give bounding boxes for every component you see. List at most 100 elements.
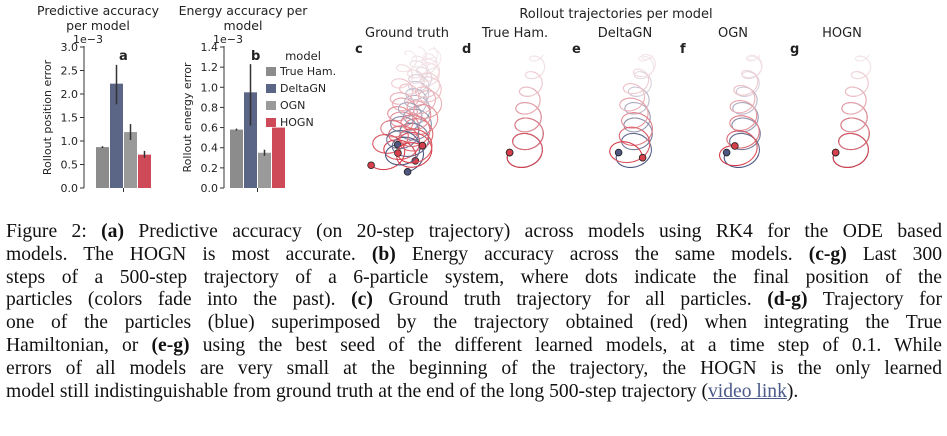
panel-letter-c: c <box>355 42 363 57</box>
chart-a-position-error: 0.00.51.01.52.02.53.01e−3Rollout positio… <box>41 33 151 195</box>
legend-entry-true-ham: True Ham. <box>266 65 336 78</box>
rollout-subtitle-hogn: HOGN <box>822 26 862 41</box>
rollout-subtitle-ogn: OGN <box>718 26 748 41</box>
y-tick-label: 0.8 <box>201 101 219 114</box>
y-offset-label: 1e−3 <box>73 33 103 46</box>
ground-truth-final-dot <box>404 168 411 175</box>
caption-text: steps of a 500-step trajectory of a 6-pa… <box>6 267 942 288</box>
legend-entry-hogn: HOGN <box>266 116 314 129</box>
ground-truth-final-dot <box>419 142 426 149</box>
caption-text: errors of all models are very small at t… <box>6 358 942 379</box>
trajectory-panel-ogn <box>720 55 763 167</box>
panel-b-title-line-2: model <box>224 18 263 33</box>
rollout-title: Rollout trajectories per model <box>519 7 712 22</box>
model-final-dot <box>731 143 738 150</box>
ground-truth-trajectory-segment <box>405 51 417 61</box>
trajectory-panel-ground-truth <box>368 47 442 175</box>
panel-letter-e: e <box>572 42 581 57</box>
caption-panel-ref: (a) <box>101 221 124 242</box>
ground-truth-trajectory-segment <box>419 91 442 109</box>
y-tick-label: 0.0 <box>201 182 219 195</box>
model-trajectory-segment <box>720 146 746 166</box>
model-trajectory-segment <box>619 127 643 145</box>
trajectory-panel-true-ham <box>506 55 544 167</box>
model-trajectory-segment <box>845 87 858 96</box>
bar-ogn <box>124 132 137 188</box>
caption-text: model still indistinguishable from groun… <box>6 381 708 402</box>
bar-hogn <box>272 128 285 188</box>
y-tick-label: 1.5 <box>61 112 79 125</box>
y-tick-label: 0.2 <box>201 162 219 175</box>
rollout-subtitle-deltagn: DeltaGN <box>598 26 652 41</box>
reference-trajectory-segment <box>733 109 758 132</box>
model-trajectory-segment <box>730 116 759 140</box>
model-trajectory-segment <box>521 89 540 114</box>
caption-line: model still indistinguishable from groun… <box>6 381 942 404</box>
model-trajectory-segment <box>516 109 541 132</box>
legend-swatch-deltagn <box>266 84 276 93</box>
caption-line: models. The HOGN is most accurate. (b) E… <box>6 244 942 267</box>
y-tick-label: 1.0 <box>61 135 79 148</box>
y-tick-label: 2.0 <box>61 88 79 101</box>
caption-panel-ref: (b) <box>372 244 396 265</box>
legend-label-hogn: HOGN <box>280 116 314 129</box>
caption-text: Predictive accuracy (on 20-step trajecto… <box>124 221 942 242</box>
rollout-subtitle-ground-truth: Ground truth <box>365 26 449 41</box>
caption-panel-ref: (e-g) <box>152 335 190 356</box>
model-trajectory-segment <box>516 103 538 114</box>
reference-final-dot <box>723 149 730 156</box>
figure-caption: Figure 2: (a) Predictive accuracy (on 20… <box>6 221 942 403</box>
caption-panel-ref: (c) <box>351 289 373 310</box>
video-link[interactable]: video link <box>708 381 787 402</box>
model-trajectory-segment <box>858 56 871 76</box>
caption-line: Hamiltonian, or (e-g) using the best see… <box>6 335 942 358</box>
legend-entry-deltagn: DeltaGN <box>266 82 326 95</box>
caption-text: models. The HOGN is most accurate. <box>6 244 372 265</box>
model-trajectory-segment <box>519 87 532 96</box>
caption-text: particles (colors fade into the past). <box>6 289 351 310</box>
figure-2: Predictive accuracy per model Energy acc… <box>0 0 947 205</box>
y-axis-label: Rollout position error <box>41 59 54 175</box>
model-trajectory-segment <box>847 89 866 114</box>
model-final-dot <box>639 154 646 161</box>
model-trajectory-segment <box>842 103 864 114</box>
legend: model True Ham. DeltaGN OGN HOGN <box>266 49 336 129</box>
caption-text: Hamiltonian, or <box>6 335 152 356</box>
caption-text: using the best seed of the different lea… <box>190 335 942 356</box>
reference-trajectory-segment <box>516 109 541 132</box>
caption-text: one of the particles (blue) superimposed… <box>6 312 942 333</box>
model-trajectory-segment <box>532 56 545 76</box>
panel-letter-f: f <box>680 42 686 57</box>
panel-letter-a: a <box>119 49 128 64</box>
y-tick-label: 0.6 <box>201 122 219 135</box>
model-final-dot <box>506 149 513 156</box>
caption-line: steps of a 500-step trajectory of a 6-pa… <box>6 267 942 290</box>
caption-line: one of the particles (blue) superimposed… <box>6 312 942 335</box>
legend-swatch-true-ham <box>266 67 276 76</box>
model-trajectory-segment <box>851 72 865 79</box>
caption-text: Energy accuracy across the same models. <box>396 244 809 265</box>
panel-a-title-line-1: Predictive accuracy <box>37 3 160 18</box>
ground-truth-final-dot <box>368 162 375 169</box>
y-tick-label: 0.0 <box>61 182 79 195</box>
caption-text: Last 300 <box>847 244 942 265</box>
y-tick-label: 1.2 <box>201 61 219 74</box>
panel-letter-b: b <box>251 49 260 64</box>
panel-a-title-line-2: per model <box>66 18 130 33</box>
caption-text: Ground truth trajectory for all particle… <box>373 289 767 310</box>
caption-line: Figure 2: (a) Predictive accuracy (on 20… <box>6 221 942 244</box>
y-tick-label: 0.4 <box>201 142 219 155</box>
reference-trajectory-segment <box>842 109 867 132</box>
legend-label-ogn: OGN <box>280 99 305 112</box>
rollout-subtitle-true-ham: True Ham. <box>481 26 548 41</box>
panel-letter-g: g <box>790 42 799 57</box>
trajectory-panel-deltagn <box>610 54 656 167</box>
caption-line: errors of all models are very small at t… <box>6 358 942 381</box>
caption-text: Figure 2: <box>6 221 101 242</box>
bar-ogn <box>258 153 271 188</box>
bar-hogn <box>138 155 151 188</box>
legend-entry-ogn: OGN <box>266 99 305 112</box>
model-final-dot <box>832 149 839 156</box>
caption-text: Trajectory for <box>808 289 942 310</box>
caption-panel-ref: (c-g) <box>809 244 847 265</box>
